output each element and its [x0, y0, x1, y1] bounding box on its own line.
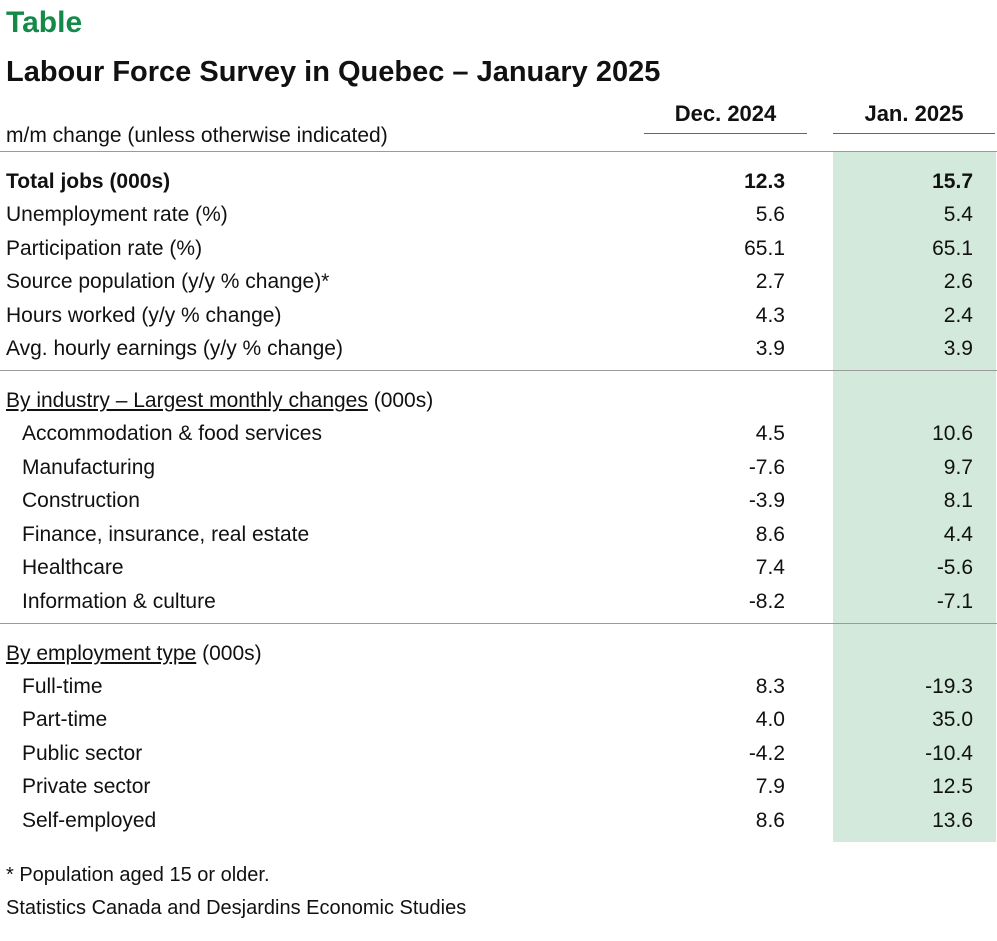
dec-value: 65.1	[744, 237, 785, 260]
row-label: Information & culture	[22, 590, 216, 613]
row-label: Accommodation & food services	[22, 422, 322, 445]
dec-value: 8.3	[755, 675, 785, 698]
dec-value: 12.3	[744, 170, 785, 193]
table-row: Information & culture -8.2 -7.1	[0, 585, 997, 618]
row-label: Unemployment rate (%)	[6, 203, 228, 226]
jan-value: -10.4	[925, 742, 973, 765]
jan-value: 2.6	[943, 270, 973, 293]
jan-value: 35.0	[932, 708, 973, 731]
table-row: Accommodation & food services 4.5 10.6	[0, 417, 997, 450]
table-row: Total jobs (000s) 12.3 15.7	[0, 165, 997, 198]
table-row: Part-time 4.0 35.0	[0, 703, 997, 736]
table-row: Private sector 7.9 12.5	[0, 770, 997, 803]
section-heading-unit: (000s)	[367, 389, 434, 412]
column-header-dec-2024: Dec. 2024	[644, 101, 807, 134]
table-row: Self-employed 8.6 13.6	[0, 804, 997, 837]
row-label: Source population (y/y % change)*	[6, 270, 330, 293]
row-label: Total jobs (000s)	[6, 170, 171, 193]
jan-value: -7.1	[936, 590, 973, 613]
jan-value: 9.7	[943, 456, 973, 479]
dec-value: -3.9	[748, 489, 785, 512]
table-row: Participation rate (%) 65.1 65.1	[0, 232, 997, 265]
source-note: Statistics Canada and Desjardins Economi…	[6, 897, 467, 919]
jan-value: 4.4	[943, 523, 973, 546]
dec-value: 2.7	[755, 270, 785, 293]
section-heading: By industry – Largest monthly changes (0…	[6, 384, 433, 417]
dec-value: -8.2	[748, 590, 785, 613]
dec-value: 4.3	[755, 304, 785, 327]
row-label: Participation rate (%)	[6, 237, 203, 260]
row-label: Healthcare	[22, 556, 124, 579]
highlight-column	[833, 152, 996, 842]
table-row: Source population (y/y % change)* 2.7 2.…	[0, 265, 997, 298]
header-divider	[0, 151, 997, 152]
jan-value: 12.5	[932, 775, 973, 798]
table-row: Healthcare 7.4 -5.6	[0, 551, 997, 584]
page-title: Labour Force Survey in Quebec – January …	[6, 56, 661, 88]
section-heading: By employment type (000s)	[6, 637, 262, 670]
row-label: Private sector	[22, 775, 151, 798]
table-kicker: Table	[6, 6, 83, 39]
jan-value: 10.6	[932, 422, 973, 445]
table-row: Avg. hourly earnings (y/y % change) 3.9 …	[0, 332, 997, 365]
dec-value: 8.6	[755, 809, 785, 832]
row-label: Construction	[22, 489, 140, 512]
table-row: Manufacturing -7.6 9.7	[0, 451, 997, 484]
dec-value: -7.6	[748, 456, 785, 479]
row-label: Finance, insurance, real estate	[22, 523, 310, 546]
table-row: Unemployment rate (%) 5.6 5.4	[0, 198, 997, 231]
row-label: Avg. hourly earnings (y/y % change)	[6, 337, 343, 360]
table-row: Finance, insurance, real estate 8.6 4.4	[0, 518, 997, 551]
dec-value: 7.9	[755, 775, 785, 798]
dec-value: 4.5	[755, 422, 785, 445]
row-label: Full-time	[22, 675, 103, 698]
section-heading-unit: (000s)	[196, 642, 262, 665]
jan-value: 13.6	[932, 809, 973, 832]
jan-value: -19.3	[925, 675, 973, 698]
column-header-jan-2025: Jan. 2025	[833, 101, 995, 134]
section-heading-text: By employment type	[6, 642, 197, 665]
jan-value: 2.4	[943, 304, 973, 327]
jan-value: 8.1	[943, 489, 973, 512]
dec-value: 5.6	[755, 203, 785, 226]
dec-value: -4.2	[748, 742, 785, 765]
table-row: Public sector -4.2 -10.4	[0, 737, 997, 770]
section-divider-employment	[0, 623, 997, 624]
jan-value: 3.9	[943, 337, 973, 360]
footnote: * Population aged 15 or older.	[6, 864, 270, 886]
section-heading-employment: By employment type (000s)	[0, 637, 997, 670]
row-label: Manufacturing	[22, 456, 156, 479]
section-heading-industry: By industry – Largest monthly changes (0…	[0, 384, 997, 417]
dec-value: 7.4	[755, 556, 785, 579]
dec-value: 3.9	[755, 337, 785, 360]
jan-value: 5.4	[943, 203, 973, 226]
row-label: Public sector	[22, 742, 143, 765]
jan-value: 65.1	[932, 237, 973, 260]
section-heading-text: By industry – Largest monthly changes	[6, 389, 368, 412]
table-row: Full-time 8.3 -19.3	[0, 670, 997, 703]
table-row: Hours worked (y/y % change) 4.3 2.4	[0, 299, 997, 332]
table-row: Construction -3.9 8.1	[0, 484, 997, 517]
row-label: Self-employed	[22, 809, 157, 832]
section-divider-industry	[0, 370, 997, 371]
dec-value: 8.6	[755, 523, 785, 546]
jan-value: 15.7	[932, 170, 973, 193]
row-label: Hours worked (y/y % change)	[6, 304, 282, 327]
dec-value: 4.0	[755, 708, 785, 731]
table-subhead: m/m change (unless otherwise indicated)	[6, 124, 388, 147]
jan-value: -5.6	[936, 556, 973, 579]
row-label: Part-time	[22, 708, 108, 731]
